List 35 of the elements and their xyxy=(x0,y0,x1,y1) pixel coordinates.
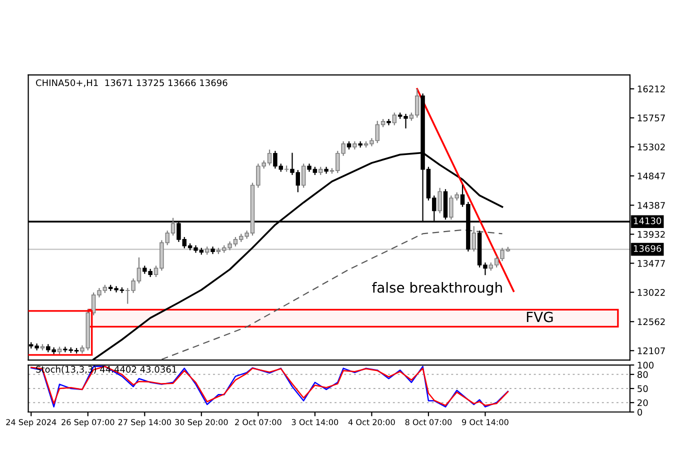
y-tick-label: 80 xyxy=(638,371,648,378)
x-tick-label: 30 Sep 20:00 xyxy=(175,419,228,427)
band-label: FVG xyxy=(526,312,553,322)
x-tick-label: 4 Oct 20:00 xyxy=(348,419,395,426)
y-tick-label: 12107 xyxy=(638,347,665,354)
y-tick-label: 100 xyxy=(638,362,654,369)
y-tick-label: 12562 xyxy=(638,318,665,326)
chart-title: CHINA50+,H1 13671 13725 13666 13696 xyxy=(36,79,228,88)
y-tick-label: 20 xyxy=(638,399,648,406)
ref-line-label: 13696 xyxy=(634,245,662,252)
x-tick-label: 26 Sep 07:00 xyxy=(62,419,114,427)
y-tick-label: 14847 xyxy=(638,172,665,180)
y-tick-label: 0 xyxy=(638,408,642,416)
y-tick-label: 15757 xyxy=(638,114,665,122)
x-tick-label: 24 Sep 2024 xyxy=(6,419,56,427)
y-tick-label: 50 xyxy=(638,385,648,392)
y-tick-label: 13477 xyxy=(638,260,665,267)
x-tick-label: 8 Oct 07:00 xyxy=(405,419,452,426)
y-tick-label: 16212 xyxy=(638,86,665,92)
x-tick-label: 27 Sep 14:00 xyxy=(118,419,171,427)
y-tick-label: 15302 xyxy=(638,144,665,150)
x-tick-label: 2 Oct 07:00 xyxy=(235,419,282,426)
y-tick-label: 13022 xyxy=(638,289,665,296)
candlestick xyxy=(301,164,306,188)
x-tick-label: 9 Oct 14:00 xyxy=(462,419,508,426)
candlestick xyxy=(386,119,391,126)
y-tick-label: 14387 xyxy=(638,202,665,209)
line-series xyxy=(161,229,503,360)
y-tick-label: 13932 xyxy=(638,230,665,238)
x-tick-label: 3 Oct 14:00 xyxy=(292,419,338,426)
candlestick xyxy=(324,166,328,174)
candlestick xyxy=(438,188,442,214)
candlestick xyxy=(392,112,397,126)
annotation: false breakthrough xyxy=(372,282,502,296)
ref-line-label: 14130 xyxy=(634,217,662,224)
